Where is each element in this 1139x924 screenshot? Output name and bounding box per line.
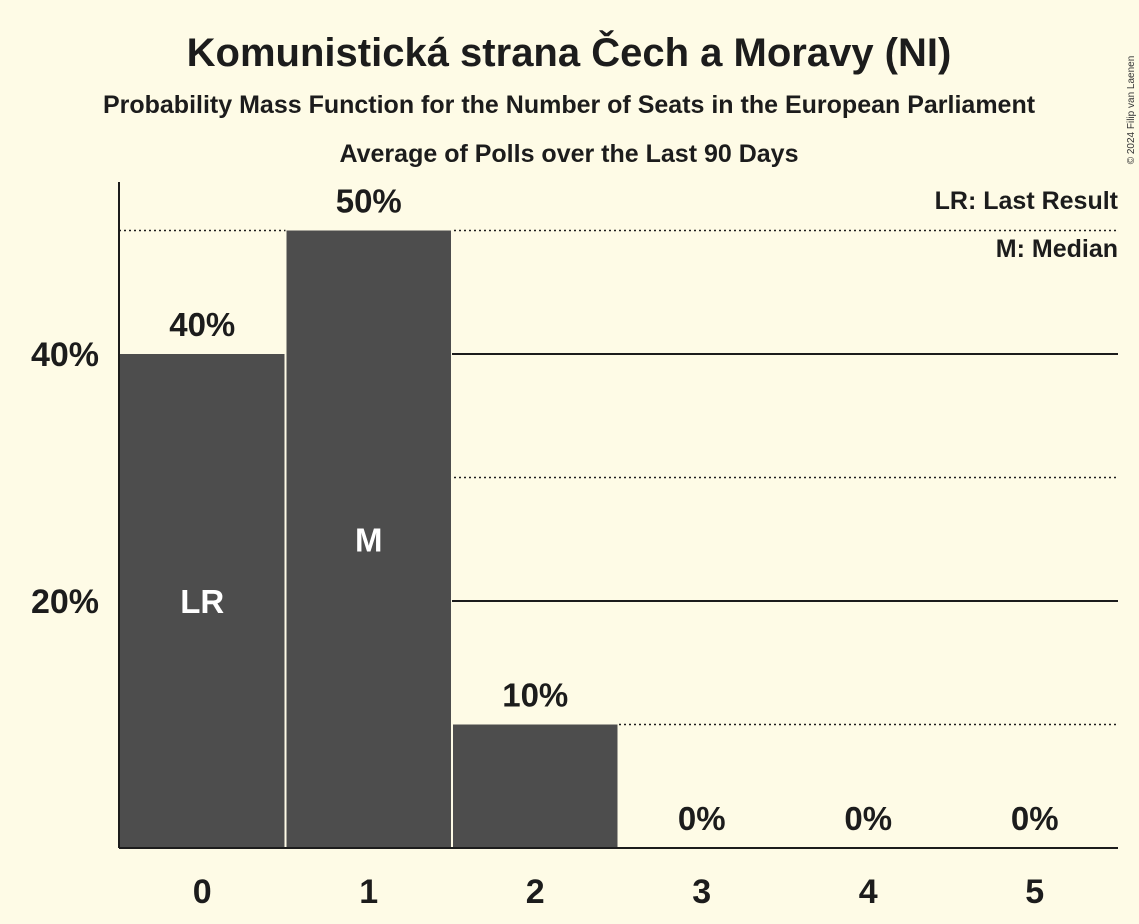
y-tick-label: 20% <box>31 583 99 621</box>
bars <box>119 229 619 848</box>
bar-marker-m: M <box>355 521 383 558</box>
x-tick-label: 5 <box>1025 873 1044 911</box>
bar-value-label: 0% <box>844 800 892 837</box>
copyright-notice: © 2024 Filip van Laenen <box>1126 56 1137 165</box>
chart-title: Komunistická strana Čech a Moravy (NI) <box>187 29 952 75</box>
chart-subtitle: Probability Mass Function for the Number… <box>103 91 1036 119</box>
x-tick-label: 3 <box>692 873 711 911</box>
legend-median: M: Median <box>996 235 1118 263</box>
bar-markers: LR M <box>180 521 382 620</box>
bar-value-label: 10% <box>502 677 568 714</box>
x-tick-label: 2 <box>526 873 545 911</box>
x-tick-label: 1 <box>359 873 378 911</box>
x-tick-label: 0 <box>193 873 212 911</box>
bar-marker-lr: LR <box>180 583 224 620</box>
legend-last-result: LR: Last Result <box>935 187 1119 215</box>
bar-value-labels: 40% 50% 10% 0% 0% 0% <box>169 183 1058 838</box>
bar-value-label: 0% <box>1011 800 1059 837</box>
bar-value-label: 40% <box>169 306 235 343</box>
chart-subtitle-2: Average of Polls over the Last 90 Days <box>340 140 799 168</box>
bar-1 <box>286 230 451 848</box>
axes: 20% 40% 0 1 2 3 4 5 <box>31 182 1118 911</box>
x-tick-label: 4 <box>859 873 878 911</box>
bar-value-label: 50% <box>336 183 402 220</box>
y-tick-label: 40% <box>31 336 99 374</box>
bar-value-label: 0% <box>678 800 726 837</box>
bar-0 <box>120 354 285 848</box>
bar-2 <box>453 724 618 848</box>
